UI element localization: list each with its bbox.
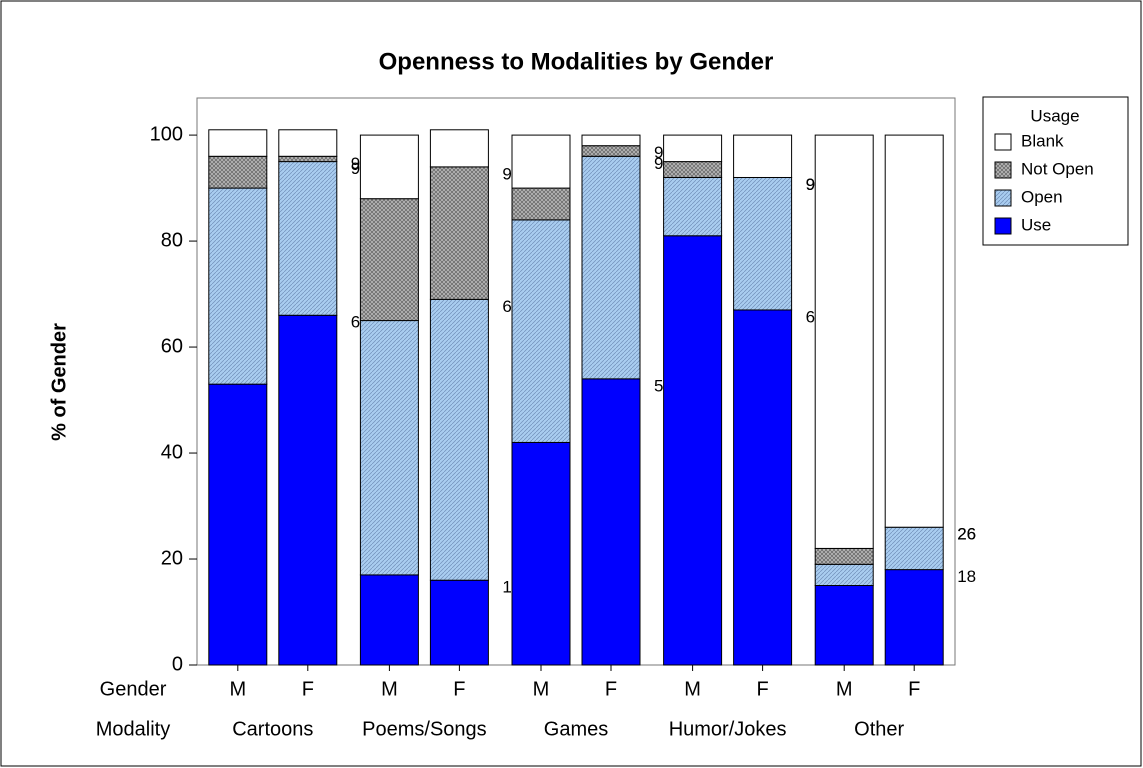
- bar-segment: [884, 134, 944, 528]
- bar-segment: [208, 383, 268, 666]
- data-label: 26: [957, 525, 976, 544]
- bar-segment: [733, 309, 793, 666]
- bar-segment: [359, 134, 419, 200]
- x-tick-label: M: [684, 678, 701, 700]
- data-label: 18: [957, 567, 976, 586]
- bar-segment: [511, 187, 571, 221]
- legend-label: Use: [1021, 215, 1051, 234]
- data-label: 26: [957, 525, 976, 544]
- x-tick-label: M: [229, 678, 246, 700]
- bar-segment: [581, 134, 641, 147]
- legend-swatch: [994, 161, 1012, 179]
- row-label: Modality: [96, 718, 170, 740]
- bar-segment: [581, 378, 641, 666]
- legend-swatch: [994, 189, 1012, 207]
- y-tick-label: 40: [161, 441, 183, 463]
- bar-segment: [814, 547, 874, 565]
- bar-segment: [814, 585, 874, 666]
- bar-segment: [581, 155, 641, 380]
- bar-segment: [429, 129, 489, 168]
- x-tick-label: M: [381, 678, 398, 700]
- bar-segment: [208, 129, 268, 157]
- x-category-label: Games: [544, 718, 608, 740]
- y-tick-label: 60: [161, 335, 183, 357]
- chart-title: Openness to Modalities by Gender: [379, 48, 774, 75]
- bar-segment: [814, 134, 874, 549]
- x-category-label: Poems/Songs: [362, 718, 487, 740]
- legend-label: Open: [1021, 187, 1063, 206]
- bar-segment: [663, 235, 723, 666]
- bar-segment: [733, 176, 793, 311]
- legend-label: Blank: [1021, 131, 1064, 150]
- bar-segment: [511, 134, 571, 189]
- x-category-label: Cartoons: [232, 718, 313, 740]
- y-tick-label: 20: [161, 547, 183, 569]
- bar-segment: [814, 563, 874, 587]
- bar-segment: [359, 198, 419, 322]
- y-tick-label: 100: [150, 123, 183, 145]
- legend-title: Usage: [1030, 106, 1079, 125]
- bar-segment: [663, 134, 723, 163]
- bar-segment: [511, 219, 571, 443]
- x-tick-label: M: [836, 678, 853, 700]
- y-tick-label: 80: [161, 229, 183, 251]
- bar-segment: [208, 187, 268, 385]
- bar-segment: [733, 134, 793, 178]
- bar-segment: [429, 579, 489, 666]
- x-tick-label: F: [302, 678, 314, 700]
- plot-frame: [196, 97, 956, 666]
- x-tick-label: F: [605, 678, 617, 700]
- x-category-label: Other: [854, 718, 904, 740]
- bar-segment: [884, 526, 944, 571]
- bar-segment: [208, 155, 268, 189]
- x-tick-label: F: [756, 678, 768, 700]
- bar-segment: [511, 441, 571, 666]
- legend-label: Not Open: [1021, 159, 1094, 178]
- x-tick-label: F: [908, 678, 920, 700]
- bar-segment: [663, 161, 723, 178]
- x-tick-label: M: [533, 678, 550, 700]
- bar-segment: [278, 129, 338, 157]
- bar-segment: [581, 145, 641, 157]
- x-tick-label: F: [453, 678, 465, 700]
- legend-swatch: [994, 133, 1012, 151]
- row-label: Gender: [100, 678, 167, 700]
- x-category-label: Humor/Jokes: [669, 718, 787, 740]
- bar-segment: [278, 155, 338, 163]
- bar-segment: [359, 574, 419, 666]
- bar-segment: [429, 298, 489, 581]
- y-axis-label: % of Gender: [48, 323, 70, 441]
- bar-segment: [663, 176, 723, 237]
- bar-segment: [278, 161, 338, 316]
- legend-swatch: [994, 217, 1012, 235]
- y-tick-label: 0: [172, 653, 183, 675]
- bar-segment: [884, 569, 944, 666]
- bar-segment: [359, 320, 419, 576]
- bar-segment: [278, 314, 338, 666]
- bar-segment: [429, 166, 489, 300]
